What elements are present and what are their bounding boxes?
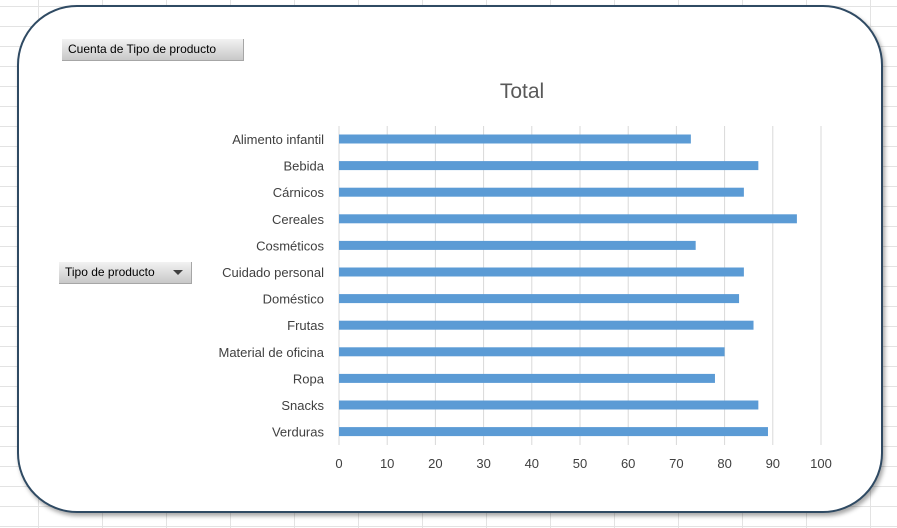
x-tick-label: 90 bbox=[766, 456, 780, 471]
row-field-label: Tipo de producto bbox=[65, 265, 155, 279]
x-tick-label: 10 bbox=[380, 456, 394, 471]
bar bbox=[339, 427, 768, 437]
category-label: Cárnicos bbox=[273, 185, 325, 200]
chart-title: Total bbox=[500, 80, 544, 103]
x-axis-ticks: 0 10 20 30 40 50 60 70 80 90 100 bbox=[335, 456, 831, 471]
values-field-button[interactable]: Cuenta de Tipo de producto bbox=[62, 39, 244, 61]
dropdown-arrow-icon[interactable] bbox=[173, 270, 183, 275]
bar bbox=[339, 400, 759, 410]
bar bbox=[339, 214, 797, 224]
category-label: Cosméticos bbox=[256, 238, 324, 253]
grid-lines bbox=[338, 126, 822, 445]
x-tick-label: 60 bbox=[621, 456, 635, 471]
category-label: Snacks bbox=[281, 398, 324, 413]
category-labels: Alimento infantil Bebida Cárnicos Cereales C… bbox=[219, 132, 325, 440]
x-tick-label: 40 bbox=[525, 456, 539, 471]
category-label: Bebida bbox=[284, 159, 325, 174]
x-tick-label: 30 bbox=[476, 456, 490, 471]
bar bbox=[339, 240, 696, 250]
bar bbox=[339, 267, 744, 277]
x-tick-label: 100 bbox=[810, 456, 832, 471]
bar bbox=[339, 347, 725, 357]
x-tick-label: 80 bbox=[717, 456, 731, 471]
x-tick-label: 0 bbox=[335, 456, 342, 471]
x-tick-label: 50 bbox=[573, 456, 587, 471]
category-label: Doméstico bbox=[263, 292, 324, 307]
category-label: Material de oficina bbox=[219, 345, 325, 360]
category-label: Verduras bbox=[272, 425, 325, 440]
bars bbox=[339, 134, 797, 437]
category-label: Cuidado personal bbox=[222, 265, 324, 280]
category-label: Alimento infantil bbox=[232, 132, 324, 147]
bar bbox=[339, 320, 754, 330]
values-field-label: Cuenta de Tipo de producto bbox=[68, 42, 217, 56]
category-label: Ropa bbox=[293, 371, 325, 386]
bar bbox=[339, 373, 715, 383]
row-field-button[interactable]: Tipo de producto bbox=[59, 262, 192, 284]
bar bbox=[339, 161, 759, 171]
bar bbox=[339, 187, 744, 197]
x-tick-label: 70 bbox=[669, 456, 683, 471]
x-tick-label: 20 bbox=[428, 456, 442, 471]
bar bbox=[339, 294, 740, 304]
category-label: Cereales bbox=[272, 212, 325, 227]
bar bbox=[339, 134, 691, 144]
category-label: Frutas bbox=[287, 318, 324, 333]
